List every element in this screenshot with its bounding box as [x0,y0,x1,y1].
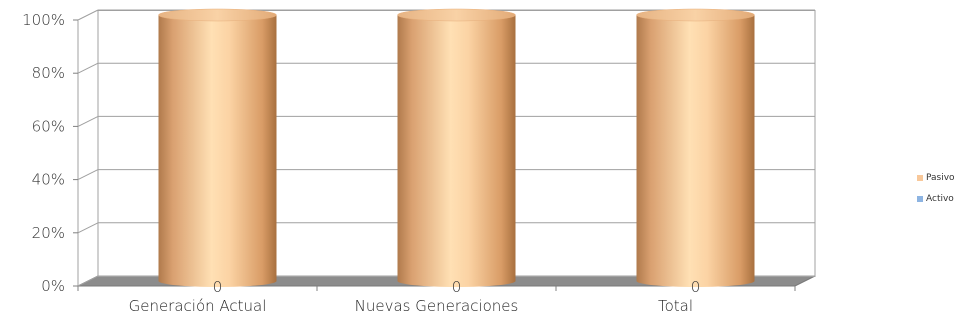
gridline-side [77,222,99,234]
legend-item-pasivo: Pasivo [917,172,955,183]
legend-label-activo: Activo [926,193,954,204]
bar-pasivo [158,8,277,287]
bar-pasivo [636,8,755,287]
x-tick-label: Generación Actual [129,297,267,315]
bar-body [636,15,755,287]
bar-top [636,8,755,22]
bars: 0 0 0 [158,8,755,296]
y-tick-label: 40% [32,171,65,189]
legend: Pasivo Activo [917,172,955,214]
y-tick-label: 80% [32,64,65,82]
legend-swatch-activo [917,195,923,202]
y-tick-label: 20% [32,224,65,242]
gridline-side [77,62,99,74]
x-tick-label: Total [658,297,693,315]
bar-body [397,15,516,287]
x-tick-label: Nuevas Generaciones [355,297,519,315]
bar-body [158,15,277,287]
gridline-side [77,275,99,287]
bar-top [158,8,277,22]
gridline-side [77,115,99,127]
y-tick-label: 100% [22,11,65,29]
y-tick-label: 0% [41,277,65,295]
y-axis: 0% 20% 40% 60% 80% 100% [22,11,796,295]
gridline-side [77,169,99,181]
data-label: 0 [213,278,223,296]
legend-item-activo: Activo [917,193,955,204]
bar-pasivo [397,8,516,287]
bar-top [397,8,516,22]
y-tick-label: 60% [32,117,65,135]
x-axis: Generación Actual Nuevas Generaciones Tota… [129,297,693,315]
legend-swatch-pasivo [917,174,923,181]
data-label: 0 [452,278,462,296]
legend-label-pasivo: Pasivo [926,172,955,183]
data-label: 0 [691,278,701,296]
gridline-side [77,9,99,21]
